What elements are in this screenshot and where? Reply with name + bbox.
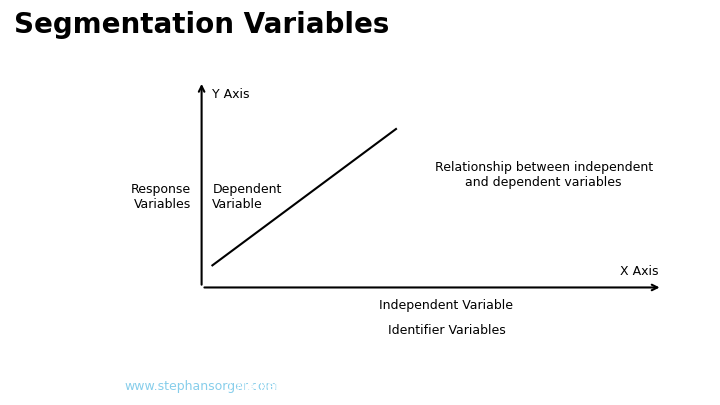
Text: Relationship between independent
and dependent variables: Relationship between independent and dep… xyxy=(435,161,652,189)
Text: www.stephansorger.com: www.stephansorger.com xyxy=(125,380,279,393)
Text: Response
Variables: Response Variables xyxy=(130,183,191,211)
Text: Independent Variable: Independent Variable xyxy=(379,298,513,311)
Text: Dependent
Variable: Dependent Variable xyxy=(212,183,282,211)
Text: X Axis: X Axis xyxy=(621,265,659,278)
Text: © Stephan Sorger 2015:: © Stephan Sorger 2015: xyxy=(7,380,169,393)
Text: Identifier Variables: Identifier Variables xyxy=(387,324,505,337)
Text: Segmentation Variables: Segmentation Variables xyxy=(14,11,390,39)
Text: Y Axis: Y Axis xyxy=(212,88,250,101)
Text: ; Marketing Analytics: Segmentation: Segment: 9: ; Marketing Analytics: Segmentation: Seg… xyxy=(228,380,536,393)
